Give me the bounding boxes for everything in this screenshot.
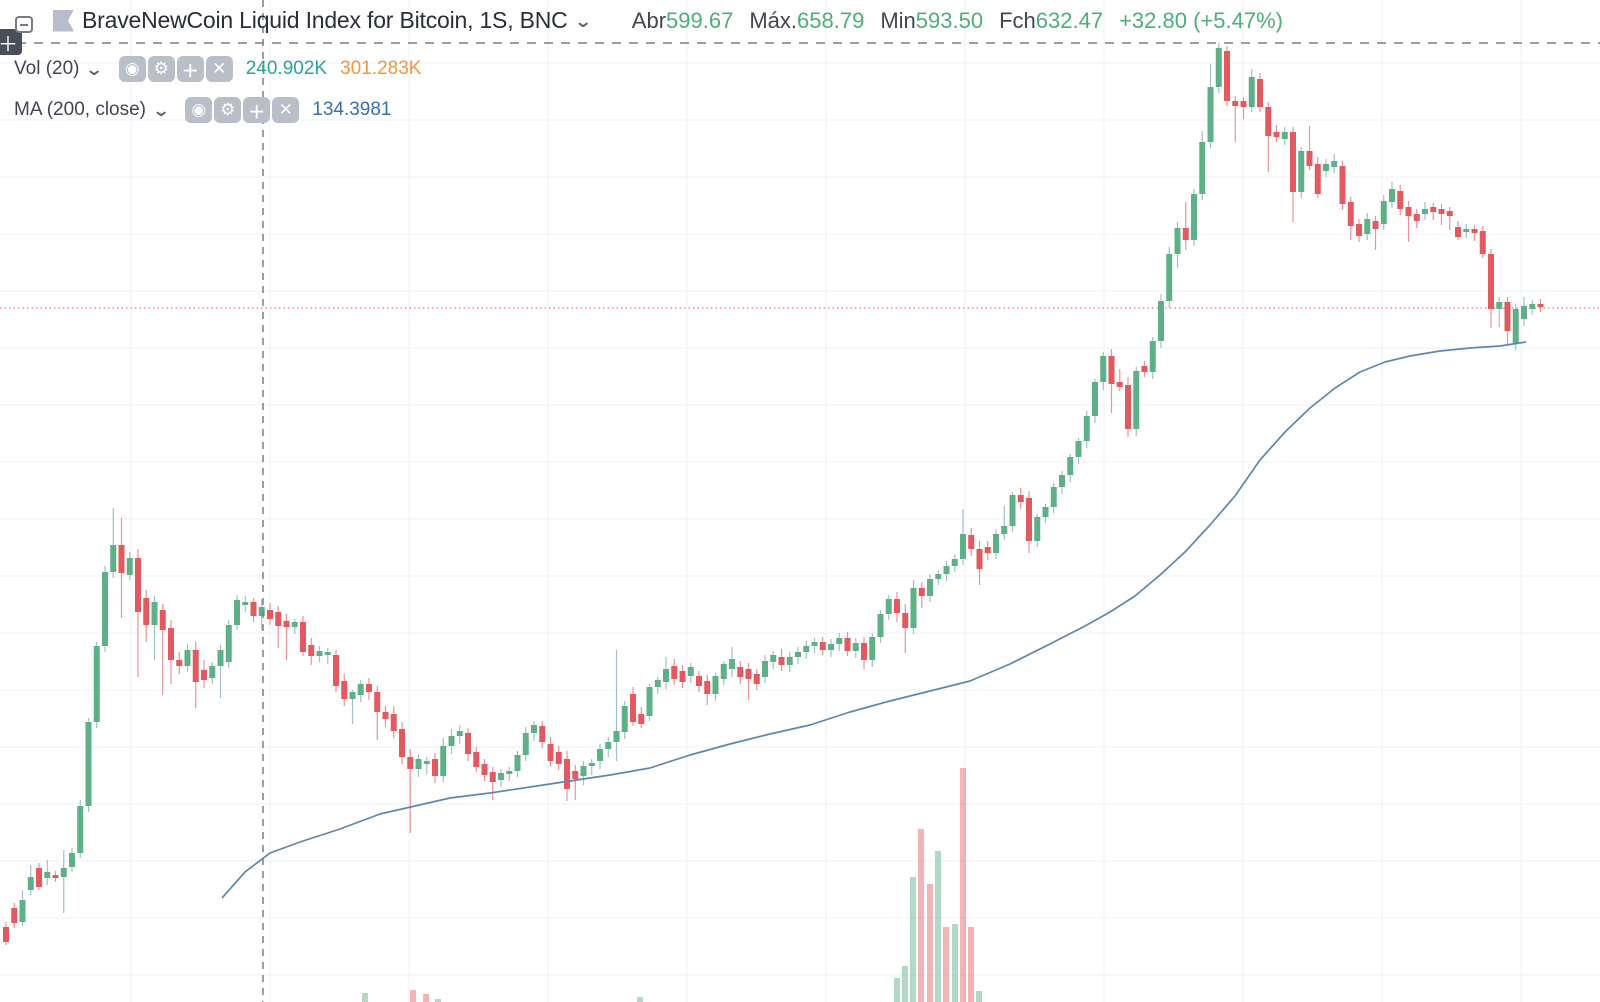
low-pair: Min593.50	[880, 8, 983, 34]
flag-icon[interactable]	[53, 9, 74, 32]
open-pair: Abr599.67	[632, 8, 734, 34]
legend-collapse-button[interactable]	[15, 16, 33, 33]
indicator-buttons: ◉ ⚙ ＋ ✕	[185, 97, 300, 123]
ma-value: 134.3981	[312, 99, 392, 120]
low-value: 593.50	[915, 7, 984, 33]
volume-indicator-row: Vol (20) ⌄ ◉ ⚙ ＋ ✕ 240.902K 301.283K	[14, 56, 421, 82]
ohlc-values: Abr599.67 Máx.658.79 Min593.50 Fch632.47…	[632, 8, 1299, 34]
close-pair: Fch632.47	[999, 8, 1103, 34]
add-alert-button[interactable]: ＋	[0, 29, 22, 56]
close-value: 632.47	[1035, 7, 1104, 33]
remove-indicator-button[interactable]: ✕	[205, 56, 233, 82]
remove-indicator-button[interactable]: ✕	[272, 97, 300, 123]
volume-ma-value: 301.283K	[340, 58, 422, 79]
indicator-settings-button[interactable]: ⚙	[147, 56, 175, 82]
symbol-title[interactable]: BraveNewCoin Liquid Index for Bitcoin, 1…	[82, 7, 568, 33]
chevron-down-icon[interactable]: ⌄	[85, 60, 104, 79]
ma-indicator-row: MA (200, close) ⌄ ◉ ⚙ ＋ ✕ 134.3981	[14, 97, 392, 123]
high-label: Máx.	[749, 7, 798, 33]
open-value: 599.67	[666, 7, 734, 33]
high-pair: Máx.658.79	[749, 8, 864, 34]
ma-indicator-label[interactable]: MA (200, close)	[14, 99, 146, 120]
chevron-down-icon[interactable]: ⌄	[151, 101, 171, 120]
add-indicator-button[interactable]: ＋	[176, 56, 204, 82]
low-label: Min	[880, 7, 916, 33]
open-label: Abr	[631, 7, 667, 33]
chevron-down-icon[interactable]: ⌄	[573, 11, 592, 31]
indicator-settings-button[interactable]: ⚙	[214, 97, 242, 123]
close-label: Fch	[999, 7, 1036, 33]
high-value: 658.79	[797, 7, 865, 33]
add-indicator-button[interactable]: ＋	[243, 97, 271, 123]
change-value: +32.80 (+5.47%)	[1119, 7, 1283, 33]
minimize-icon	[20, 23, 28, 26]
hide-indicator-button[interactable]: ◉	[118, 56, 146, 82]
volume-indicator-label[interactable]: Vol (20)	[14, 58, 80, 79]
indicator-buttons: ◉ ⚙ ＋ ✕	[118, 56, 233, 82]
volume-value: 240.902K	[245, 58, 328, 79]
symbol-row: BraveNewCoin Liquid Index for Bitcoin, 1…	[53, 7, 1299, 34]
hide-indicator-button[interactable]: ◉	[185, 97, 213, 123]
